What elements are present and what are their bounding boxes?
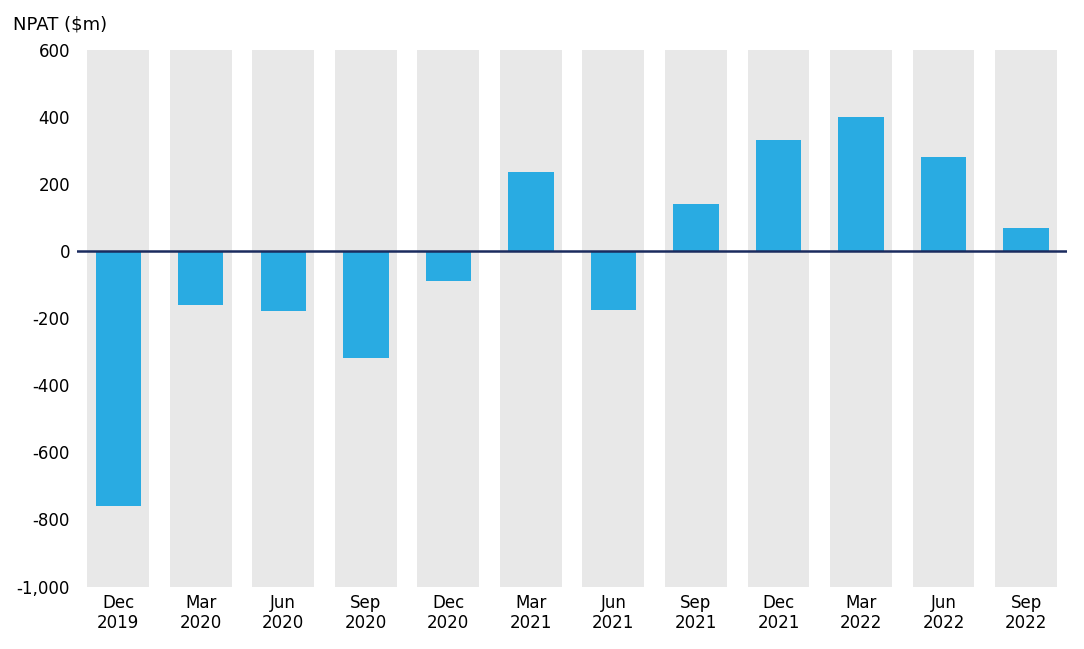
Bar xyxy=(830,50,892,587)
Bar xyxy=(913,50,975,587)
Bar xyxy=(344,251,388,358)
Bar xyxy=(920,157,966,251)
Bar xyxy=(170,50,232,587)
Text: NPAT ($m): NPAT ($m) xyxy=(13,16,106,34)
Bar xyxy=(253,50,314,587)
Bar xyxy=(500,50,562,587)
Bar xyxy=(335,50,397,587)
Bar xyxy=(838,117,883,251)
Bar xyxy=(748,50,810,587)
Bar xyxy=(756,140,801,251)
Bar xyxy=(88,50,150,587)
Bar xyxy=(417,50,479,587)
Bar xyxy=(508,172,554,251)
Bar xyxy=(995,50,1057,587)
Bar xyxy=(664,50,727,587)
Bar xyxy=(1004,228,1048,251)
Bar xyxy=(591,251,636,310)
Bar xyxy=(260,251,306,312)
Bar xyxy=(95,251,141,506)
Bar xyxy=(582,50,644,587)
Bar xyxy=(426,251,472,281)
Bar xyxy=(673,204,719,251)
Bar xyxy=(178,251,223,304)
